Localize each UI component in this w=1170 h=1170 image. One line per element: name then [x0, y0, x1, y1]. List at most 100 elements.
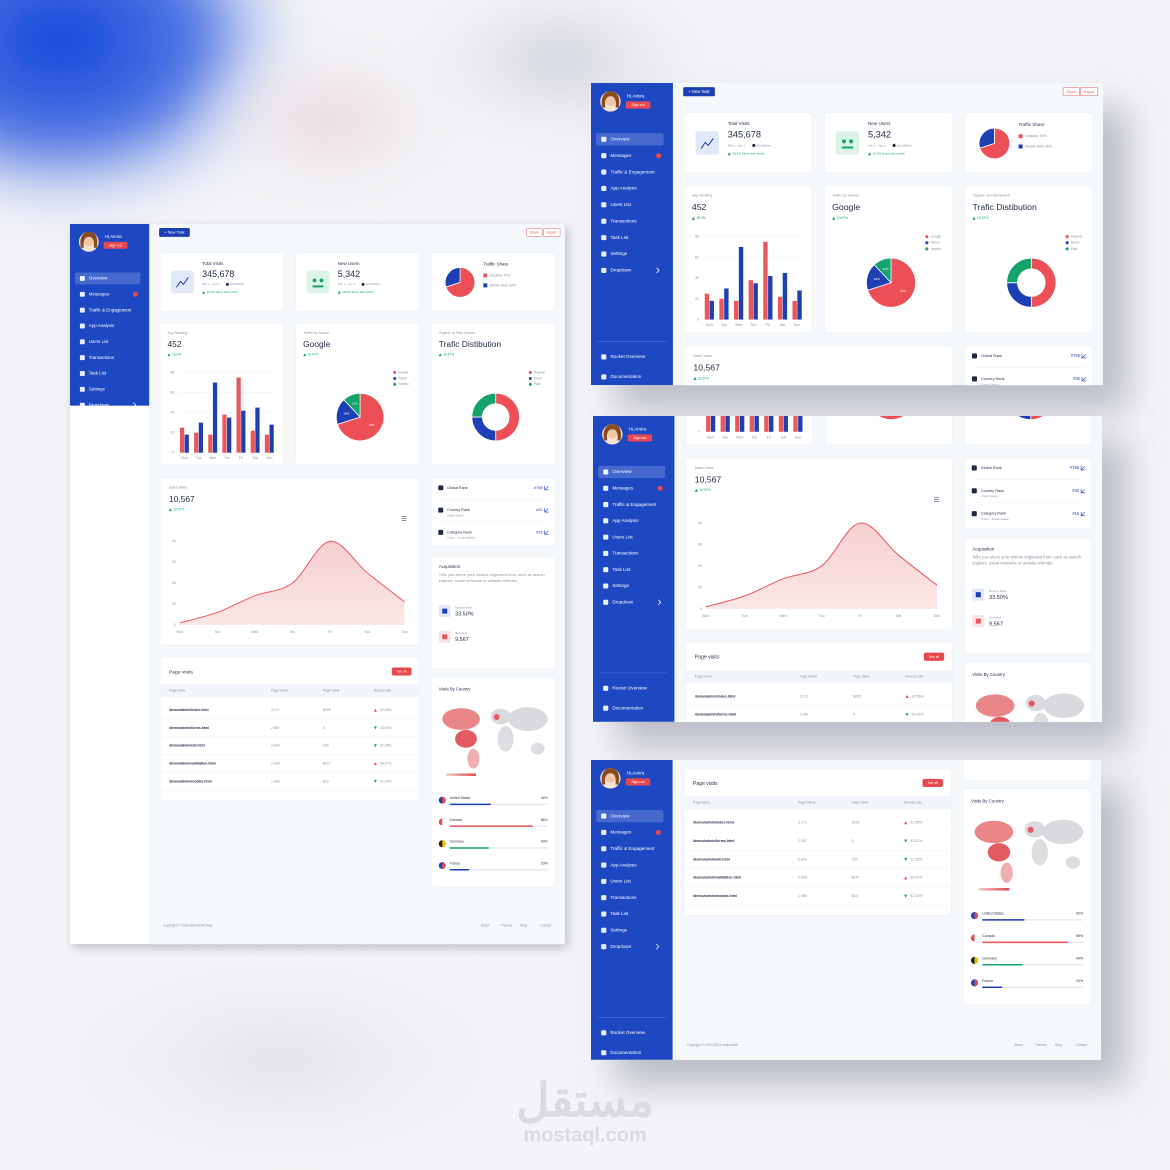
x-tick-label: Tue	[722, 435, 728, 439]
menu-item[interactable]: Users List	[610, 202, 631, 207]
menu-item[interactable]: Task List	[612, 567, 631, 572]
footer-link[interactable]: Themes	[501, 924, 513, 928]
menu-item[interactable]: App Analysis	[89, 323, 115, 328]
slice-label: 18%	[343, 411, 349, 415]
card-change: 10.57%	[308, 353, 319, 357]
progress-track	[449, 868, 548, 871]
menu-item[interactable]: Transactions	[612, 551, 639, 556]
rank-trend-icon	[1080, 488, 1086, 494]
menu-icon	[601, 235, 607, 241]
new-task-button[interactable]	[683, 87, 715, 97]
menu-item[interactable]: Dropdown	[610, 268, 631, 273]
card	[431, 477, 556, 547]
bar	[738, 246, 744, 320]
menu-icon	[603, 550, 609, 556]
menu-item[interactable]: Settings	[612, 583, 629, 588]
menu-item[interactable]: Overview	[612, 469, 632, 474]
menu-item[interactable]: Dropdown	[89, 402, 110, 407]
menu-item[interactable]: Users List	[89, 339, 109, 344]
share-button[interactable]	[526, 228, 543, 237]
map-scale	[446, 773, 476, 776]
progress-bar	[982, 919, 1025, 921]
menu-item[interactable]: Rocket Overview	[89, 486, 123, 491]
sign-out-button[interactable]	[627, 434, 653, 442]
menu-item[interactable]: Traffic & Engagement	[610, 169, 655, 174]
menu-item[interactable]: Traffic & Engagement	[612, 502, 657, 507]
chart-menu-icon[interactable]	[401, 516, 407, 518]
menu-item[interactable]: Transactions	[89, 355, 115, 360]
table-cell: 2,844	[271, 744, 280, 748]
footer-link[interactable]: Contact	[540, 924, 551, 928]
menu-item[interactable]: Users List	[610, 879, 631, 884]
chart-menu-icon[interactable]	[934, 496, 940, 498]
avatar-hair	[80, 231, 98, 248]
table-header-cell: Page Views	[271, 689, 288, 693]
x-tick-label: Fri	[767, 435, 771, 439]
see-all-button[interactable]	[391, 667, 412, 676]
footer-link[interactable]: Blog	[520, 924, 527, 928]
menu-item[interactable]: Messages	[612, 485, 634, 490]
menu-item[interactable]: Overview	[610, 813, 630, 818]
menu-item[interactable]: Users List	[612, 534, 633, 539]
country-name: Canada	[982, 934, 994, 938]
menu-item[interactable]: Documentation	[610, 374, 641, 379]
chart-menu-icon[interactable]	[934, 501, 940, 503]
bar	[710, 416, 716, 432]
y-tick-label: 0	[698, 430, 700, 434]
menu-item[interactable]: Task List	[610, 235, 629, 240]
y-tick-label: 0	[700, 607, 702, 611]
chart-menu-icon[interactable]	[401, 518, 407, 520]
footer-link[interactable]: Themes	[1035, 1043, 1047, 1047]
table-cell: 0	[852, 839, 854, 843]
menu-item[interactable]: Dropdown	[612, 599, 633, 604]
footer-link[interactable]: About	[481, 924, 489, 928]
card-change: 10.57%	[977, 216, 988, 220]
menu-item[interactable]: Messages	[610, 153, 632, 158]
menu-item[interactable]: Documentation	[89, 505, 119, 510]
menu-item[interactable]: App Analysis	[610, 862, 637, 867]
footer-link[interactable]: Contact	[1076, 1043, 1087, 1047]
menu-item[interactable]: App Analysis	[612, 518, 639, 523]
menu-item[interactable]: Transactions	[610, 895, 637, 900]
card-value: Trafic Distibution	[439, 339, 502, 349]
sign-out-button[interactable]	[103, 241, 128, 249]
menu-item[interactable]: Documentation	[612, 705, 643, 710]
menu-item[interactable]: Task List	[89, 371, 107, 376]
menu-item[interactable]: Overview	[89, 276, 108, 281]
card	[159, 322, 285, 466]
menu-item[interactable]: Rocket Overview	[612, 686, 647, 691]
export-button[interactable]	[542, 228, 561, 237]
menu-item[interactable]: Settings	[610, 928, 627, 933]
export-button[interactable]	[1080, 87, 1099, 97]
see-all-button[interactable]	[923, 652, 945, 661]
menu-item[interactable]: Transactions	[610, 218, 637, 223]
sign-out-button[interactable]	[625, 101, 651, 109]
menu-item[interactable]: Messages	[610, 830, 632, 835]
menu-item[interactable]: Traffic & Engagement	[89, 307, 132, 312]
menu-item[interactable]: App Analysis	[610, 186, 637, 191]
card-value: 10,567	[693, 362, 720, 372]
bar	[754, 416, 759, 432]
menu-item[interactable]: Task List	[610, 911, 629, 916]
legend-label: Google	[930, 234, 941, 238]
menu-item[interactable]: Settings	[610, 251, 627, 256]
footer-link[interactable]: About	[1014, 1043, 1023, 1047]
menu-item[interactable]: Rocket Overview	[610, 1030, 645, 1035]
menu-item[interactable]: Dropdown	[610, 944, 631, 949]
chart-menu-icon[interactable]	[401, 520, 407, 521]
see-all-button[interactable]	[922, 778, 943, 788]
footer-link[interactable]: Blog	[1055, 1043, 1062, 1047]
country-name: Canada	[450, 818, 462, 822]
menu-item[interactable]: Traffic & Engagement	[610, 846, 655, 851]
menu-item[interactable]: Overview	[610, 137, 630, 142]
menu-item[interactable]: Messages	[89, 291, 110, 296]
new-task-button[interactable]	[159, 227, 190, 237]
menu-item[interactable]: Settings	[89, 387, 106, 392]
share-button[interactable]	[1062, 87, 1080, 97]
menu-item[interactable]: Rocket Overview	[610, 354, 645, 359]
sign-out-button[interactable]	[625, 778, 651, 786]
menu-item[interactable]: Documentation	[610, 1050, 641, 1055]
chart-menu-icon[interactable]	[934, 498, 940, 500]
legend-dot	[393, 376, 397, 380]
rank-value: #755	[1070, 465, 1080, 470]
